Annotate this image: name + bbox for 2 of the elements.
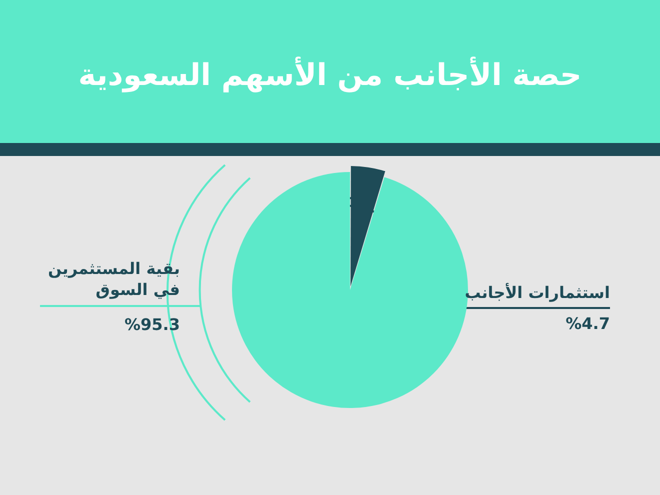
data-label: %4.7 — [564, 313, 610, 334]
chart-title: حصة الأجانب من الأسهم السعودية — [77, 58, 583, 93]
